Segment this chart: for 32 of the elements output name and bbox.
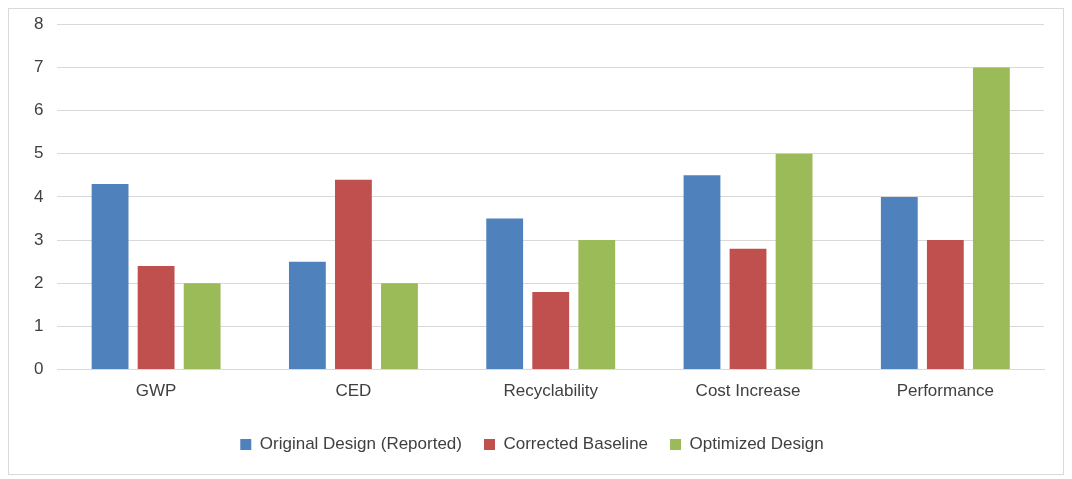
bar <box>288 261 326 370</box>
bar <box>729 248 767 370</box>
bar <box>183 283 221 370</box>
bar <box>775 153 813 370</box>
y-tick-label: 1 <box>33 316 44 336</box>
y-tick-label: 4 <box>33 186 44 206</box>
bar <box>381 283 418 370</box>
y-tick-label: 7 <box>33 57 44 77</box>
y-tick-label: 0 <box>33 359 44 379</box>
bar <box>926 240 964 370</box>
bar <box>972 67 1010 370</box>
bar <box>91 183 129 370</box>
y-tick-label: 2 <box>33 272 44 292</box>
x-tick-label: GWP <box>135 381 177 401</box>
x-tick-label: Recyclability <box>503 381 599 401</box>
bar <box>683 175 721 370</box>
bar <box>532 291 570 370</box>
x-tick-label: Cost Increase <box>695 381 801 401</box>
y-tick-label: 3 <box>33 229 44 249</box>
x-tick-label: CED <box>335 381 372 401</box>
bar <box>880 196 918 370</box>
bar <box>335 179 372 370</box>
legend-label: Optimized Design <box>689 434 824 454</box>
legend-label: Corrected Baseline <box>503 434 649 454</box>
x-tick-label: Performance <box>896 381 995 401</box>
bar <box>578 240 616 370</box>
y-tick-label: 8 <box>33 13 44 33</box>
y-tick-label: 6 <box>33 100 44 120</box>
bar <box>137 265 175 370</box>
bar <box>486 218 524 370</box>
y-tick-label: 5 <box>33 143 44 163</box>
legend-label: Original Design (Reported) <box>259 434 462 454</box>
